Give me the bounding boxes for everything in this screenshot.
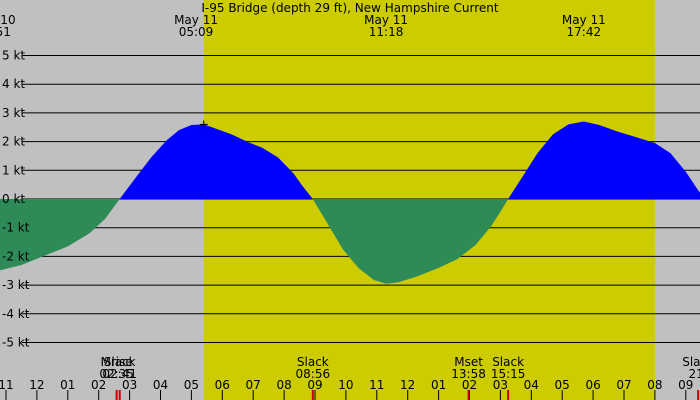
y-tick-label: 5 kt [2,49,25,63]
y-tick-label: -1 kt [2,221,30,235]
event-time-labels: Mrise02:35Slack02:41Slack08:56Mset13:58S… [99,355,700,400]
event-name-label: Mset [454,355,483,369]
event-time-label: 21: [689,367,700,381]
extrema-time-label: 05:09 [179,25,214,39]
x-tick-label: 10 [338,378,353,392]
x-tick-label: 03 [122,378,137,392]
y-tick-label: -4 kt [2,307,30,321]
x-tick-label: 09 [678,378,693,392]
x-tick-label: 05 [555,378,570,392]
event-time-label: 13:58 [451,367,486,381]
x-tick-label: 06 [585,378,600,392]
flood-current-area [0,121,700,199]
y-tick-label: 2 kt [2,135,25,149]
ebb-current-area [0,199,700,284]
extrema-date-label: May 11 [174,13,218,27]
x-tick-label: 06 [215,378,230,392]
chart-title: I-95 Bridge (depth 29 ft), New Hampshire… [201,1,499,15]
x-tick-label: 03 [493,378,508,392]
x-tick-label: 12 [400,378,415,392]
extrema-time-label: 11:18 [369,25,404,39]
extrema-date-label: May 11 [562,13,606,27]
y-tick-label: 0 kt [2,192,25,206]
event-name-label: Slack [682,355,700,369]
x-tick-label: 07 [616,378,631,392]
x-tick-label: 02 [462,378,477,392]
extrema-time-label: 23:51 [0,25,11,39]
y-tick-label: -3 kt [2,278,30,292]
y-tick-label: 1 kt [2,163,25,177]
y-axis-labels: 5 kt 4 kt 3 kt 2 kt 1 kt 0 kt -1 kt -2 kt -3 kt -… [2,49,30,350]
y-tick-label: 3 kt [2,106,25,120]
x-tick-label: 12 [29,378,44,392]
event-name-label: Slack [104,355,136,369]
x-tick-label: 05 [184,378,199,392]
event-name-label: Slack [492,355,524,369]
x-tick-label: 09 [307,378,322,392]
event-time-label: 02:35 [99,367,134,381]
x-tick-label: 04 [153,378,168,392]
extrema-date-label: May 11 [364,13,408,27]
event-name-label: Slack [297,355,329,369]
y-tick-label: -2 kt [2,249,30,263]
event-name-label: Mrise [100,355,132,369]
x-tick-label: 08 [647,378,662,392]
y-tick-label: 4 kt [2,77,25,91]
event-time-label: 02:41 [102,367,137,381]
x-tick-label: 08 [276,378,291,392]
x-tick-label: 11 [369,378,384,392]
x-axis-hour-labels: 11 12 01 02 03 04 05 06 07 08 09 10 11 12 01 02 03 04 05 06… [0,378,693,400]
x-tick-label: 04 [524,378,539,392]
x-tick-label: 01 [431,378,446,392]
x-tick-label: 07 [246,378,261,392]
extrema-date-label: May 10 [0,13,16,27]
extrema-time-label: 17:42 [567,25,602,39]
event-time-label: 15:15 [491,367,526,381]
x-tick-label: 02 [91,378,106,392]
event-time-label: 08:56 [296,367,331,381]
x-tick-label: 11 [0,378,14,392]
y-tick-label: -5 kt [2,336,30,350]
x-tick-label: 01 [60,378,75,392]
